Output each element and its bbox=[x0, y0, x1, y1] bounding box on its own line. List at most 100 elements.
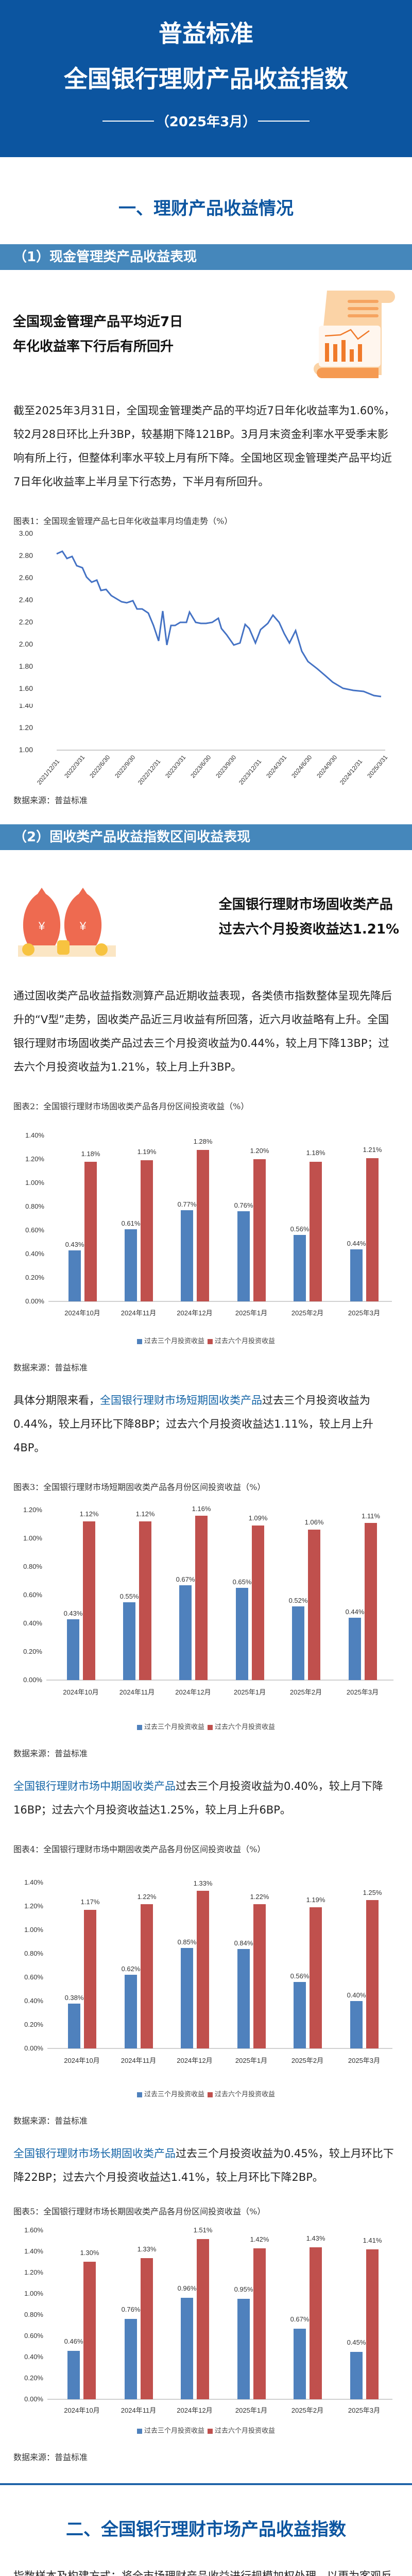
svg-text:0.38%: 0.38% bbox=[65, 1994, 84, 2002]
report-title: 全国银行理财产品收益指数 bbox=[64, 65, 348, 93]
svg-text:1.25%: 1.25% bbox=[363, 1889, 382, 1896]
svg-text:2022/12/31: 2022/12/31 bbox=[136, 758, 162, 786]
svg-text:2.40: 2.40 bbox=[19, 596, 33, 604]
chart3-legend: 过去三个月投资收益 过去六个月投资收益 bbox=[13, 1721, 399, 1731]
svg-text:2024/12/31: 2024/12/31 bbox=[338, 758, 364, 786]
svg-text:2023/9/30: 2023/9/30 bbox=[214, 754, 237, 779]
svg-text:2024年11月: 2024年11月 bbox=[119, 1688, 154, 1696]
svg-text:0.56%: 0.56% bbox=[290, 1225, 310, 1233]
svg-text:1.43%: 1.43% bbox=[306, 2234, 325, 2242]
svg-text:0.96%: 0.96% bbox=[178, 2284, 197, 2292]
svg-text:2022/9/30: 2022/9/30 bbox=[113, 754, 136, 779]
svg-text:1.40%: 1.40% bbox=[24, 1878, 43, 1886]
chart1-cash-yield: 3.00 2.80 2.60 2.40 2.20 2.00 1.80 1.60 bbox=[13, 527, 399, 704]
chart3-caption: 图表3：全国银行理财市场短期固收类产品各月份区间投资收益（%） bbox=[13, 1482, 266, 1492]
chart5-source: 数据来源：普益标准 bbox=[13, 2452, 88, 2462]
divider-line bbox=[102, 120, 154, 122]
section2-title: 二、全国银行理财市场产品收益指数 bbox=[66, 2519, 346, 2540]
svg-text:0.40%: 0.40% bbox=[25, 1250, 44, 1258]
svg-text:0.80%: 0.80% bbox=[24, 2311, 43, 2318]
svg-text:1.20%: 1.20% bbox=[23, 1506, 42, 1514]
svg-text:0.76%: 0.76% bbox=[234, 1201, 253, 1209]
svg-text:0.40%: 0.40% bbox=[24, 1997, 43, 2005]
fixed-headline-2: 过去六个月投资收益达1.21% bbox=[218, 922, 399, 937]
svg-text:2025/3/31: 2025/3/31 bbox=[366, 754, 389, 779]
svg-text:1.18%: 1.18% bbox=[306, 1149, 325, 1157]
svg-text:1.06%: 1.06% bbox=[305, 1518, 324, 1526]
svg-text:1.80: 1.80 bbox=[19, 662, 33, 670]
svg-text:2021/12/31: 2021/12/31 bbox=[36, 758, 61, 786]
svg-text:1.18%: 1.18% bbox=[81, 1150, 100, 1158]
svg-text:0.65%: 0.65% bbox=[233, 1578, 252, 1586]
svg-text:0.20%: 0.20% bbox=[25, 1274, 44, 1281]
chart3-source: 数据来源：普益标准 bbox=[13, 1749, 88, 1758]
svg-text:2024年11月: 2024年11月 bbox=[121, 2406, 156, 2414]
svg-text:1.00%: 1.00% bbox=[25, 1179, 44, 1187]
svg-text:0.20%: 0.20% bbox=[24, 2374, 43, 2382]
svg-text:0.80%: 0.80% bbox=[25, 1202, 44, 1210]
svg-text:1.33%: 1.33% bbox=[138, 2245, 157, 2253]
chart5-legend: 过去三个月投资收益 过去六个月投资收益 bbox=[13, 2425, 399, 2435]
svg-text:2025年2月: 2025年2月 bbox=[291, 2057, 323, 2064]
svg-text:0.00%: 0.00% bbox=[23, 1676, 42, 1684]
svg-text:0.40%: 0.40% bbox=[23, 1619, 42, 1627]
svg-text:1.00%: 1.00% bbox=[23, 1534, 42, 1542]
svg-text:2024年10月: 2024年10月 bbox=[64, 1309, 100, 1317]
chart4-source: 数据来源：普益标准 bbox=[13, 2116, 88, 2126]
chart4-caption: 图表4：全国银行理财市场中期固收类产品各月份区间投资收益（%） bbox=[13, 1844, 266, 1854]
svg-text:1.20%: 1.20% bbox=[24, 1902, 43, 1910]
svg-text:2024年12月: 2024年12月 bbox=[177, 1309, 212, 1317]
svg-text:0.20%: 0.20% bbox=[24, 2021, 43, 2028]
brand-title: 普益标准 bbox=[159, 20, 253, 47]
svg-text:0.44%: 0.44% bbox=[347, 1240, 366, 1247]
svg-text:1.00: 1.00 bbox=[19, 745, 33, 754]
svg-text:1.33%: 1.33% bbox=[194, 1879, 213, 1887]
svg-text:1.00%: 1.00% bbox=[24, 1926, 43, 1934]
svg-text:2025年3月: 2025年3月 bbox=[347, 1688, 379, 1696]
svg-text:2024/6/30: 2024/6/30 bbox=[290, 754, 313, 779]
chart2-source: 数据来源：普益标准 bbox=[13, 1363, 88, 1372]
svg-text:2.20: 2.20 bbox=[19, 618, 33, 626]
svg-text:2024年11月: 2024年11月 bbox=[121, 1309, 156, 1317]
short-term-paragraph: 具体分期限来看，全国银行理财市场短期固收类产品过去三个月投资收益为0.44%，较… bbox=[13, 1394, 373, 1454]
svg-text:0.20%: 0.20% bbox=[23, 1648, 42, 1655]
cash-headline-1: 全国现金管理产品平均近7日 bbox=[13, 314, 183, 330]
fixed-paragraph: 通过固收类产品收益指数测算产品近期收益表现，各类债市指数整体呈现先降后升的“V型… bbox=[13, 990, 392, 1073]
divider-line bbox=[258, 120, 310, 122]
svg-text:2025年1月: 2025年1月 bbox=[235, 1309, 267, 1317]
svg-text:2023/3/31: 2023/3/31 bbox=[164, 754, 187, 779]
svg-text:2024年12月: 2024年12月 bbox=[175, 1688, 211, 1696]
svg-text:¥: ¥ bbox=[79, 920, 87, 933]
svg-text:0.61%: 0.61% bbox=[122, 1219, 141, 1227]
svg-text:1.16%: 1.16% bbox=[192, 1505, 211, 1513]
svg-text:2.00: 2.00 bbox=[19, 640, 33, 648]
svg-text:2024年12月: 2024年12月 bbox=[177, 2406, 212, 2414]
svg-text:1.00%: 1.00% bbox=[24, 2290, 43, 2297]
svg-text:0.00%: 0.00% bbox=[24, 2044, 43, 2052]
svg-text:1.51%: 1.51% bbox=[194, 2226, 213, 2234]
svg-text:2025年2月: 2025年2月 bbox=[291, 1309, 323, 1317]
index-intro: 指数样本及构建方式：将全市场理财产品收益进行规模加权处理，以更为客观反映理财产品… bbox=[13, 2570, 392, 2576]
svg-text:1.40%: 1.40% bbox=[25, 1131, 44, 1139]
cash-paragraph: 截至2025年3月31日，全国现金管理类产品的平均近7日年化收益率为1.60%，… bbox=[13, 404, 395, 488]
svg-text:1.30%: 1.30% bbox=[80, 2249, 99, 2257]
svg-text:1.20%: 1.20% bbox=[24, 2268, 43, 2276]
chart1-caption: 图表1：全国现金管理产品七日年化收益率月均值走势（%） bbox=[13, 516, 233, 526]
document-chart-icon bbox=[314, 291, 395, 378]
fixed-lead: ¥ ¥ 全国银行理财市场固收类产品 过去六个月投资收益达1.21% bbox=[0, 850, 412, 984]
svg-text:3.00: 3.00 bbox=[19, 529, 33, 537]
svg-text:0.67%: 0.67% bbox=[176, 1575, 195, 1583]
chart1-axis: 1.40 1.20 1.00 2021/12/31 2022/3/31 2022/6… bbox=[13, 701, 399, 793]
svg-text:0.43%: 0.43% bbox=[65, 1241, 84, 1248]
svg-text:2025年3月: 2025年3月 bbox=[348, 1309, 380, 1317]
svg-text:1.40: 1.40 bbox=[19, 704, 33, 709]
subsection2-bar: （2）固收类产品收益指数区间收益表现 bbox=[0, 824, 412, 850]
svg-text:0.84%: 0.84% bbox=[234, 1939, 253, 1947]
chart4-legend: 过去三个月投资收益 过去六个月投资收益 bbox=[13, 2089, 399, 2098]
svg-text:1.60%: 1.60% bbox=[24, 2226, 43, 2234]
svg-text:1.40%: 1.40% bbox=[24, 2247, 43, 2255]
svg-text:1.22%: 1.22% bbox=[138, 1893, 157, 1901]
chart2-legend: 过去三个月投资收益 过去六个月投资收益 bbox=[13, 1335, 399, 1345]
svg-text:1.28%: 1.28% bbox=[194, 1138, 213, 1145]
svg-text:0.60%: 0.60% bbox=[24, 1973, 43, 1981]
